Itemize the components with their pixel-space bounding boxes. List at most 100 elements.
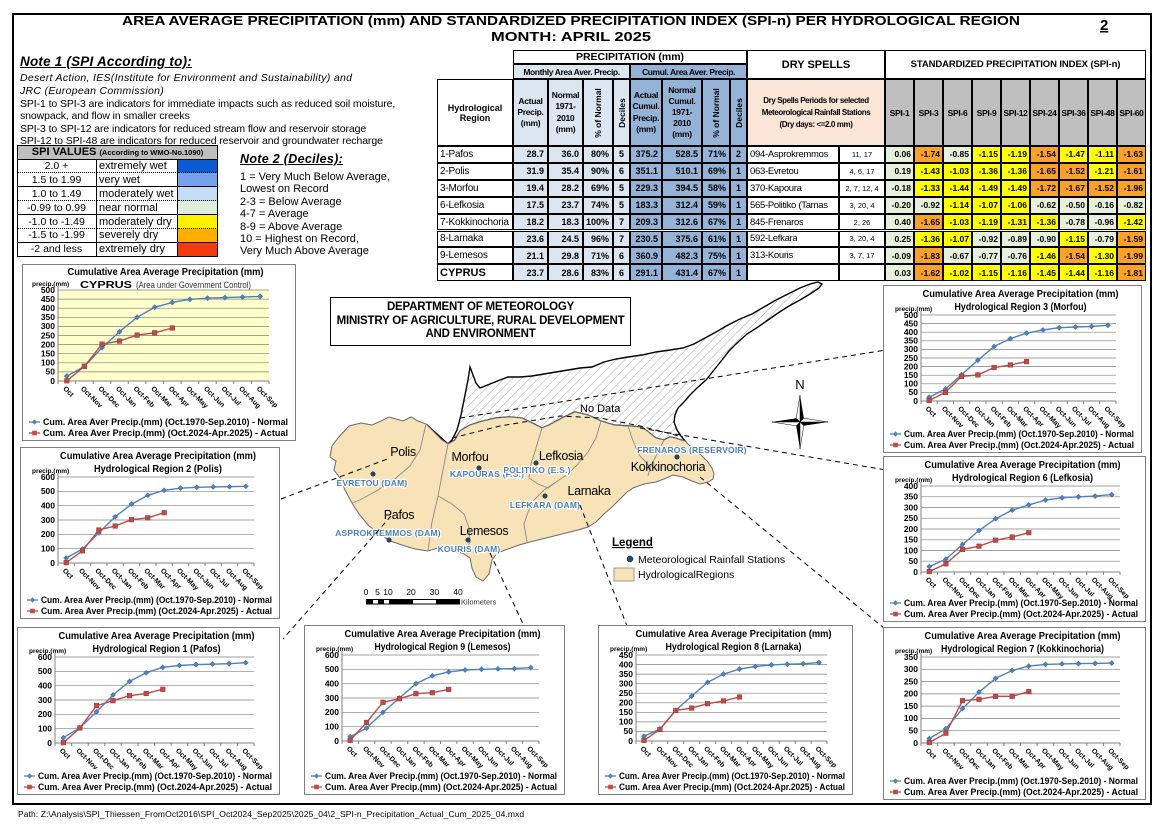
svg-text:300: 300 bbox=[325, 693, 339, 703]
svg-text:350: 350 bbox=[904, 336, 918, 346]
svg-text:0: 0 bbox=[913, 738, 918, 748]
svg-text:150: 150 bbox=[904, 535, 918, 545]
svg-text:350: 350 bbox=[41, 312, 55, 322]
svg-text:precip.(mm): precip.(mm) bbox=[29, 648, 66, 655]
svg-text:400: 400 bbox=[904, 481, 918, 491]
svg-text:200: 200 bbox=[38, 709, 52, 719]
svg-text:500: 500 bbox=[38, 666, 52, 676]
svg-text:200: 200 bbox=[41, 529, 55, 539]
svg-text:Cum. Area Aver Precip.(mm) (Oc: Cum. Area Aver Precip.(mm) (Oct.2024-Apr… bbox=[904, 787, 1138, 797]
svg-text:200: 200 bbox=[904, 689, 918, 699]
svg-text:AREA AVERAGE PRECIPITATION (mm: AREA AVERAGE PRECIPITATION (mm) AND STAN… bbox=[122, 13, 1020, 28]
svg-text:Cum. Area Aver Precip.(mm) (Oc: Cum. Area Aver Precip.(mm) (Oct.2024-Apr… bbox=[41, 606, 272, 616]
svg-text:Cum. Area Aver Precip.(mm) (Oc: Cum. Area Aver Precip.(mm) (Oct.2024-Apr… bbox=[619, 782, 845, 792]
svg-text:Cum. Area Aver Precip.(mm) (Oc: Cum. Area Aver Precip.(mm) (Oct.1970-Sep… bbox=[38, 771, 272, 781]
svg-text:precip.(mm): precip.(mm) bbox=[895, 306, 932, 313]
svg-text:Cumulative Area Average Precip: Cumulative Area Average Precipitation (m… bbox=[925, 630, 1121, 642]
svg-text:200: 200 bbox=[619, 698, 633, 708]
svg-text:100: 100 bbox=[41, 358, 55, 368]
svg-text:400: 400 bbox=[41, 303, 55, 313]
svg-text:200: 200 bbox=[41, 339, 55, 349]
svg-text:50: 50 bbox=[909, 726, 919, 736]
svg-text:Hydrological Region 1 (Pafos): Hydrological Region 1 (Pafos) bbox=[93, 643, 221, 655]
svg-text:450: 450 bbox=[619, 650, 633, 660]
svg-text:150: 150 bbox=[41, 349, 55, 359]
svg-text:0: 0 bbox=[47, 738, 52, 748]
svg-text:100: 100 bbox=[41, 544, 55, 554]
svg-text:precip.(mm): precip.(mm) bbox=[610, 646, 647, 653]
svg-text:Cum. Area Aver Precip.(mm) (Oc: Cum. Area Aver Precip.(mm) (Oct.1970-Sep… bbox=[904, 776, 1138, 786]
svg-text:350: 350 bbox=[619, 669, 633, 679]
svg-text:0: 0 bbox=[50, 558, 55, 568]
svg-text:0: 0 bbox=[334, 736, 339, 746]
svg-text:250: 250 bbox=[904, 676, 918, 686]
svg-text:250: 250 bbox=[619, 688, 633, 698]
svg-text:450: 450 bbox=[41, 294, 55, 304]
svg-text:Cumulative Area Average Precip: Cumulative Area Average Precipitation (m… bbox=[636, 628, 832, 640]
svg-text:300: 300 bbox=[41, 321, 55, 331]
svg-text:Hydrological Region 3 (Morfou): Hydrological Region 3 (Morfou) bbox=[955, 301, 1087, 313]
svg-text:500: 500 bbox=[41, 486, 55, 496]
svg-text:precip.(mm): precip.(mm) bbox=[895, 648, 932, 655]
svg-text:Cum. Area Aver Precip.(mm) (Oc: Cum. Area Aver Precip.(mm) (Oct.1970-Sep… bbox=[904, 429, 1134, 439]
svg-text:precip.(mm): precip.(mm) bbox=[32, 468, 69, 475]
svg-text:350: 350 bbox=[904, 492, 918, 502]
svg-text:Cumulative Area Average Precip: Cumulative Area Average Precipitation (m… bbox=[925, 459, 1121, 471]
svg-text:500: 500 bbox=[904, 310, 918, 320]
svg-text:200: 200 bbox=[904, 361, 918, 371]
svg-text:Cum. Area Aver Precip.(mm) (Oc: Cum. Area Aver Precip.(mm) (Oct.1970-Sep… bbox=[43, 417, 288, 427]
svg-text:400: 400 bbox=[904, 327, 918, 337]
svg-text:100: 100 bbox=[38, 724, 52, 734]
svg-text:Cum. Area Aver Precip.(mm) (Oc: Cum. Area Aver Precip.(mm) (Oct.1970-Sep… bbox=[904, 598, 1138, 608]
svg-text:Cum. Area Aver Precip.(mm) (Oc: Cum. Area Aver Precip.(mm) (Oct.1970-Sep… bbox=[619, 771, 845, 781]
svg-text:500: 500 bbox=[41, 285, 55, 295]
svg-text:Hydrological Region 9 (Lemesos: Hydrological Region 9 (Lemesos) bbox=[375, 641, 511, 653]
svg-text:50: 50 bbox=[624, 726, 634, 736]
svg-text:150: 150 bbox=[619, 707, 633, 717]
svg-text:600: 600 bbox=[41, 472, 55, 482]
svg-text:(Area under Government Control: (Area under Government Control) bbox=[136, 280, 251, 290]
svg-text:250: 250 bbox=[904, 353, 918, 363]
svg-text:Cum. Area Aver Precip.(mm) (Oc: Cum. Area Aver Precip.(mm) (Oct.2024-Apr… bbox=[325, 782, 557, 792]
svg-text:300: 300 bbox=[41, 515, 55, 525]
svg-text:600: 600 bbox=[325, 650, 339, 660]
svg-text:precip.(mm): precip.(mm) bbox=[895, 477, 932, 484]
svg-text:2: 2 bbox=[1100, 17, 1108, 34]
svg-text:0: 0 bbox=[50, 376, 55, 386]
svg-text:50: 50 bbox=[46, 367, 56, 377]
svg-text:100: 100 bbox=[325, 722, 339, 732]
svg-text:Cumulative Area Average Precip: Cumulative Area Average Precipitation (m… bbox=[68, 266, 264, 278]
svg-text:100: 100 bbox=[904, 713, 918, 723]
svg-text:300: 300 bbox=[38, 695, 52, 705]
svg-text:450: 450 bbox=[904, 318, 918, 328]
svg-text:Cum. Area Aver Precip.(mm) (Oc: Cum. Area Aver Precip.(mm) (Oct.1970-Sep… bbox=[41, 595, 272, 605]
svg-text:300: 300 bbox=[904, 344, 918, 354]
svg-text:Hydrological Region 2 (Polis): Hydrological Region 2 (Polis) bbox=[94, 463, 222, 475]
svg-text:Cumulative Area Average Precip: Cumulative Area Average Precipitation (m… bbox=[923, 288, 1119, 300]
svg-text:Cum. Area Aver Precip.(mm) (Oc: Cum. Area Aver Precip.(mm) (Oct.2024-Apr… bbox=[43, 428, 288, 438]
svg-text:400: 400 bbox=[38, 681, 52, 691]
svg-text:precip.(mm): precip.(mm) bbox=[32, 281, 69, 288]
svg-text:200: 200 bbox=[904, 524, 918, 534]
svg-text:Cum. Area Aver Precip.(mm) (Oc: Cum. Area Aver Precip.(mm) (Oct.2024-Apr… bbox=[38, 782, 272, 792]
svg-text:Cumulative Area Average Precip: Cumulative Area Average Precipitation (m… bbox=[59, 630, 255, 642]
svg-text:400: 400 bbox=[619, 659, 633, 669]
svg-text:Hydrological Region 8 (Larnaka: Hydrological Region 8 (Larnaka) bbox=[666, 641, 802, 653]
svg-text:100: 100 bbox=[619, 717, 633, 727]
svg-text:0: 0 bbox=[628, 736, 633, 746]
svg-text:50: 50 bbox=[909, 556, 919, 566]
svg-text:Cum. Area Aver Precip.(mm) (Oc: Cum. Area Aver Precip.(mm) (Oct.2024-Apr… bbox=[904, 609, 1138, 619]
svg-text:400: 400 bbox=[41, 501, 55, 511]
svg-text:Hydrological Region 7 (Kokkino: Hydrological Region 7 (Kokkinochoria) bbox=[941, 643, 1104, 655]
svg-text:300: 300 bbox=[904, 664, 918, 674]
svg-text:MONTH: APRIL 2025: MONTH: APRIL 2025 bbox=[491, 29, 651, 44]
svg-text:0: 0 bbox=[913, 567, 918, 577]
svg-text:Cum. Area Aver Precip.(mm) (Oc: Cum. Area Aver Precip.(mm) (Oct.1970-Sep… bbox=[325, 771, 557, 781]
svg-text:Cumulative Area Average Precip: Cumulative Area Average Precipitation (m… bbox=[60, 450, 256, 462]
svg-text:200: 200 bbox=[325, 707, 339, 717]
svg-text:100: 100 bbox=[904, 545, 918, 555]
svg-text:100: 100 bbox=[904, 379, 918, 389]
svg-text:Cumulative Area Average Precip: Cumulative Area Average Precipitation (m… bbox=[345, 628, 541, 640]
svg-text:350: 350 bbox=[904, 652, 918, 662]
svg-text:150: 150 bbox=[904, 701, 918, 711]
